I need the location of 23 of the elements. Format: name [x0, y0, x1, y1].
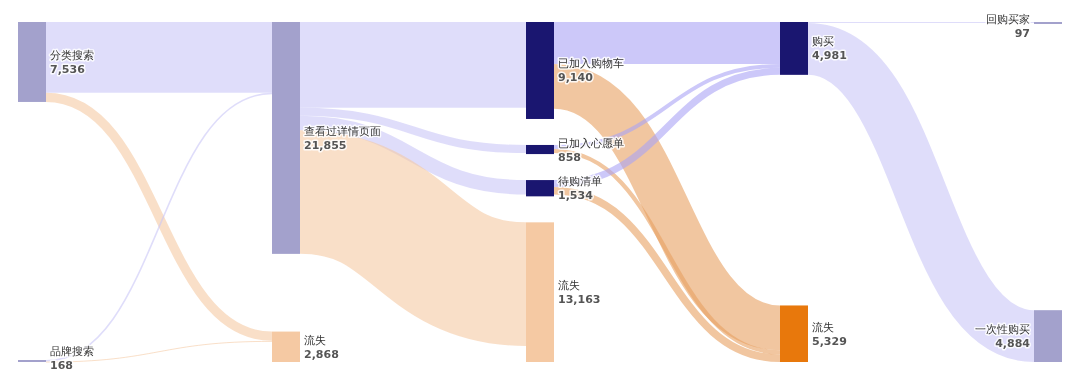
data-label: 5,329 [812, 334, 847, 348]
category-label: 回购买家 [986, 13, 1030, 26]
category-label: 分类搜索 [50, 48, 94, 62]
category-label: 查看过详情页面 [304, 124, 381, 138]
category-label: 流失 [812, 320, 834, 334]
data-label: 13,163 [558, 293, 601, 307]
data-label: 7,536 [50, 62, 86, 76]
data-label: 858 [558, 150, 581, 164]
category-label: 购买 [812, 35, 834, 49]
data-label: 9,140 [558, 71, 594, 85]
category-label: 流失 [304, 333, 326, 347]
category-label: 品牌搜索 [50, 345, 94, 358]
category-label: 已加入心愿单 [558, 136, 624, 150]
data-label: 21,855 [304, 138, 347, 152]
data-label: 168 [50, 359, 73, 372]
category-label: 一次性购买 [975, 323, 1030, 337]
category-label: 待购清单 [558, 175, 602, 189]
data-label: 4,884 [995, 337, 1031, 351]
data-label: 2,868 [304, 347, 339, 361]
category-label: 已加入购物车 [558, 57, 624, 71]
category-label: 流失 [558, 279, 580, 293]
data-label: 97 [1014, 27, 1030, 40]
data-label: 4,981 [812, 49, 847, 63]
